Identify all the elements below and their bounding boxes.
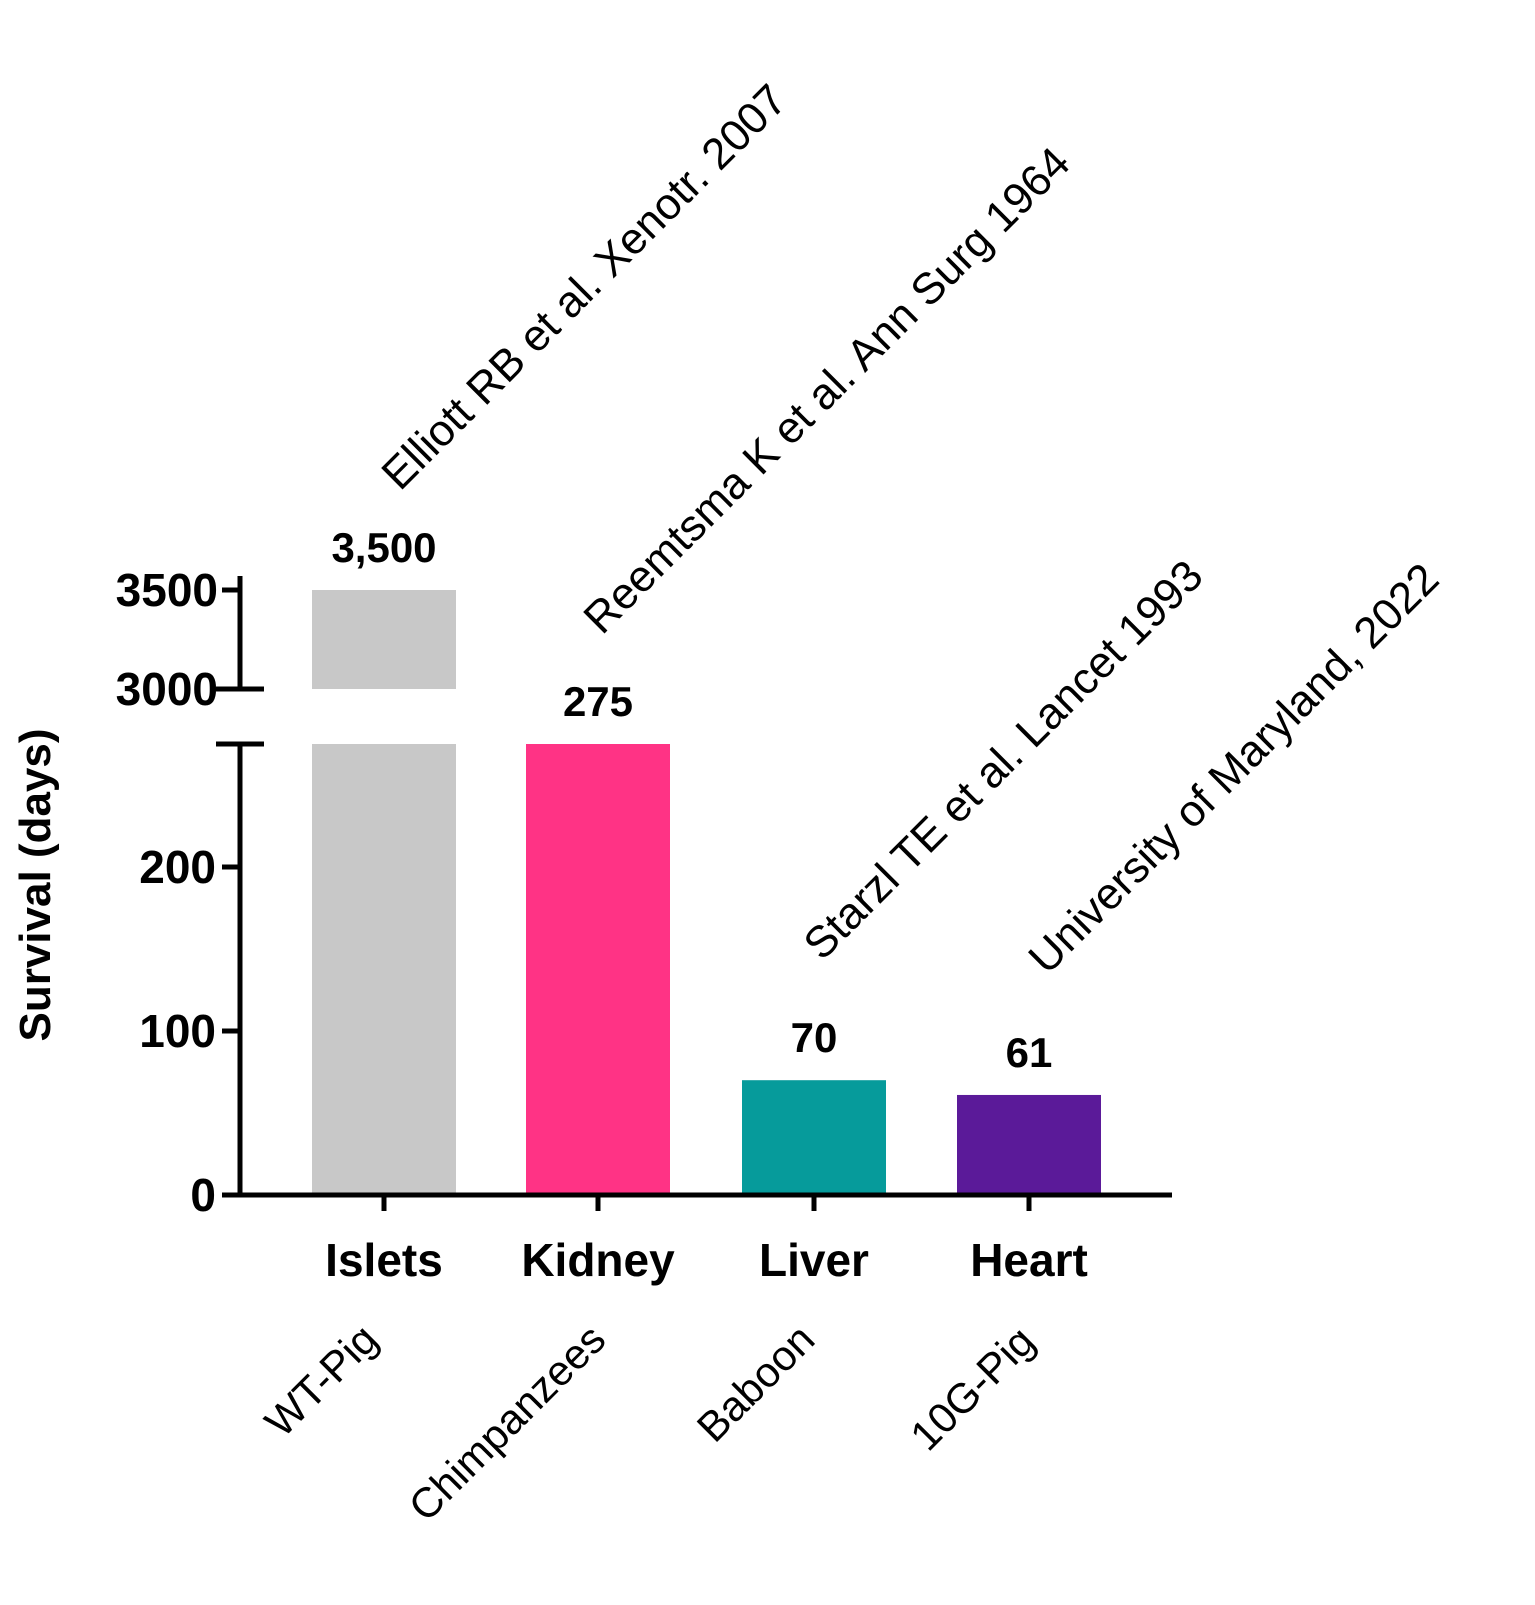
species-label: Baboon	[688, 1315, 824, 1451]
reference-label: Starzl TE et al. Lancet 1993	[794, 551, 1212, 969]
bar-value-label: 61	[1006, 1029, 1053, 1076]
y-tick-label: 200	[139, 841, 216, 893]
reference-label: Elliott RB et al. Xenotr. 2007	[372, 75, 796, 499]
category-label: Kidney	[521, 1234, 675, 1286]
species-label: 10G-Pig	[901, 1317, 1043, 1459]
bar-value-label: 275	[563, 678, 633, 725]
species-label: Chimpanzees	[400, 1315, 615, 1530]
bar-islets-upper	[312, 590, 456, 689]
category-label: Liver	[759, 1234, 869, 1286]
y-tick-label: 3500	[116, 564, 218, 616]
y-tick-label: 100	[139, 1005, 216, 1057]
reference-label: University of Maryland, 2022	[1019, 554, 1448, 983]
y-axis-title: Survival (days)	[11, 728, 60, 1041]
bar-kidney	[526, 744, 670, 1195]
category-label: Islets	[325, 1234, 443, 1286]
species-label: WT-Pig	[256, 1315, 387, 1446]
category-label: Heart	[970, 1234, 1088, 1286]
y-tick-label: 0	[190, 1169, 216, 1221]
y-tick-label: 3000	[116, 663, 218, 715]
bar-value-label: 3,500	[331, 524, 436, 571]
bar-heart	[957, 1094, 1101, 1195]
bar-value-label: 70	[791, 1014, 838, 1061]
bar-islets-lower	[312, 744, 456, 1195]
bar-liver	[742, 1080, 886, 1195]
